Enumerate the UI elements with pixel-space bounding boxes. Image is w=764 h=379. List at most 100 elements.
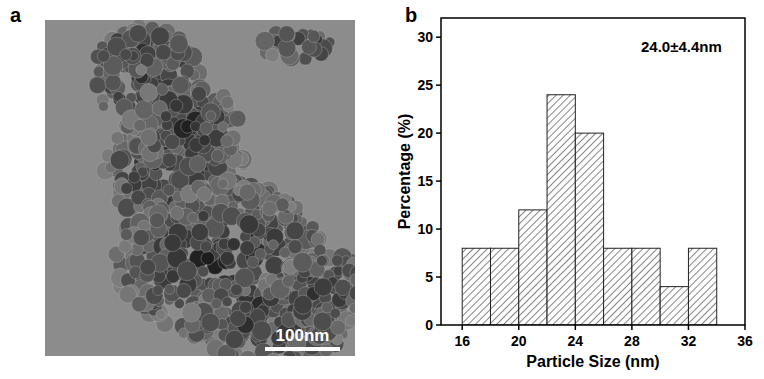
particle xyxy=(105,74,121,90)
particle xyxy=(240,301,252,313)
bar xyxy=(519,210,547,325)
bar xyxy=(632,248,660,325)
panel-letter: a xyxy=(10,4,22,26)
y-tick-label: 5 xyxy=(425,269,433,285)
bar xyxy=(575,133,603,325)
particle xyxy=(129,25,147,43)
particle xyxy=(350,273,355,286)
particle xyxy=(170,99,183,112)
particle xyxy=(275,198,289,212)
particle xyxy=(200,122,213,135)
particle xyxy=(199,135,210,146)
particle xyxy=(170,35,189,54)
particle xyxy=(140,129,157,146)
bar xyxy=(660,287,688,325)
particle xyxy=(200,241,211,252)
particle xyxy=(345,315,355,326)
particle xyxy=(120,49,132,61)
particle xyxy=(239,350,256,356)
particle xyxy=(132,297,147,312)
particle xyxy=(268,240,278,250)
particle xyxy=(206,111,216,121)
particle xyxy=(247,256,259,268)
particle xyxy=(240,241,255,256)
x-tick-label: 16 xyxy=(454,333,470,349)
particle xyxy=(190,121,201,132)
particle xyxy=(240,301,253,314)
bar xyxy=(490,248,518,325)
x-tick xyxy=(461,325,463,330)
particle xyxy=(201,251,215,265)
y-tick-label: 15 xyxy=(417,173,433,189)
micrograph-background xyxy=(45,20,355,356)
x-tick xyxy=(744,325,746,330)
y-tick-label: 30 xyxy=(417,29,433,45)
particle xyxy=(332,255,343,266)
particle xyxy=(89,77,106,94)
particle xyxy=(218,179,228,189)
particle xyxy=(201,313,220,332)
bar xyxy=(604,248,632,325)
x-tick xyxy=(688,325,690,330)
particle xyxy=(221,135,234,148)
particle xyxy=(314,278,332,296)
micrograph xyxy=(89,20,355,356)
particle xyxy=(191,223,208,240)
particle xyxy=(293,252,313,272)
y-tick-label: 20 xyxy=(417,125,433,141)
y-tick-label: 10 xyxy=(417,221,433,237)
particle xyxy=(110,150,129,169)
particle xyxy=(198,266,209,277)
y-tick xyxy=(436,228,441,230)
particle xyxy=(239,215,258,234)
annotation: 24.0±4.4nm xyxy=(641,38,722,55)
x-axis-title: Particle Size (nm) xyxy=(526,353,659,370)
particle xyxy=(221,96,234,109)
particle xyxy=(135,100,154,119)
particle xyxy=(176,283,191,298)
particle xyxy=(330,308,340,318)
particle xyxy=(227,238,240,251)
particle xyxy=(172,76,190,94)
bar xyxy=(688,248,716,325)
particle xyxy=(349,303,355,313)
particle xyxy=(222,297,232,307)
particle xyxy=(133,229,149,245)
panel-letter: b xyxy=(405,4,417,26)
particle xyxy=(156,310,166,320)
particle xyxy=(220,251,234,265)
particle xyxy=(211,149,224,162)
y-tick xyxy=(436,276,441,278)
particle xyxy=(162,153,176,167)
x-tick-label: 20 xyxy=(511,333,527,349)
y-axis-title: Percentage (%) xyxy=(396,114,413,230)
particle xyxy=(316,255,327,266)
particle xyxy=(153,285,164,296)
particle xyxy=(170,206,183,219)
particle xyxy=(308,30,320,42)
y-tick xyxy=(436,132,441,134)
particle xyxy=(266,48,280,62)
particle xyxy=(349,286,355,301)
plot-frame xyxy=(441,18,745,325)
particle xyxy=(279,26,295,42)
particle xyxy=(198,211,209,222)
x-tick xyxy=(631,325,633,330)
particle xyxy=(97,50,110,63)
particle xyxy=(286,222,304,240)
particle xyxy=(294,295,313,314)
particle xyxy=(335,279,351,295)
particle xyxy=(189,155,206,172)
x-tick-label: 24 xyxy=(568,333,584,349)
particle xyxy=(134,119,146,131)
particle xyxy=(111,132,124,145)
y-tick xyxy=(436,180,441,182)
bar xyxy=(547,95,575,325)
particle xyxy=(164,234,181,251)
particle xyxy=(218,122,228,132)
particle xyxy=(128,171,140,183)
particle xyxy=(177,261,197,281)
particle xyxy=(283,350,296,356)
particle xyxy=(173,119,193,139)
x-tick-label: 28 xyxy=(624,333,640,349)
